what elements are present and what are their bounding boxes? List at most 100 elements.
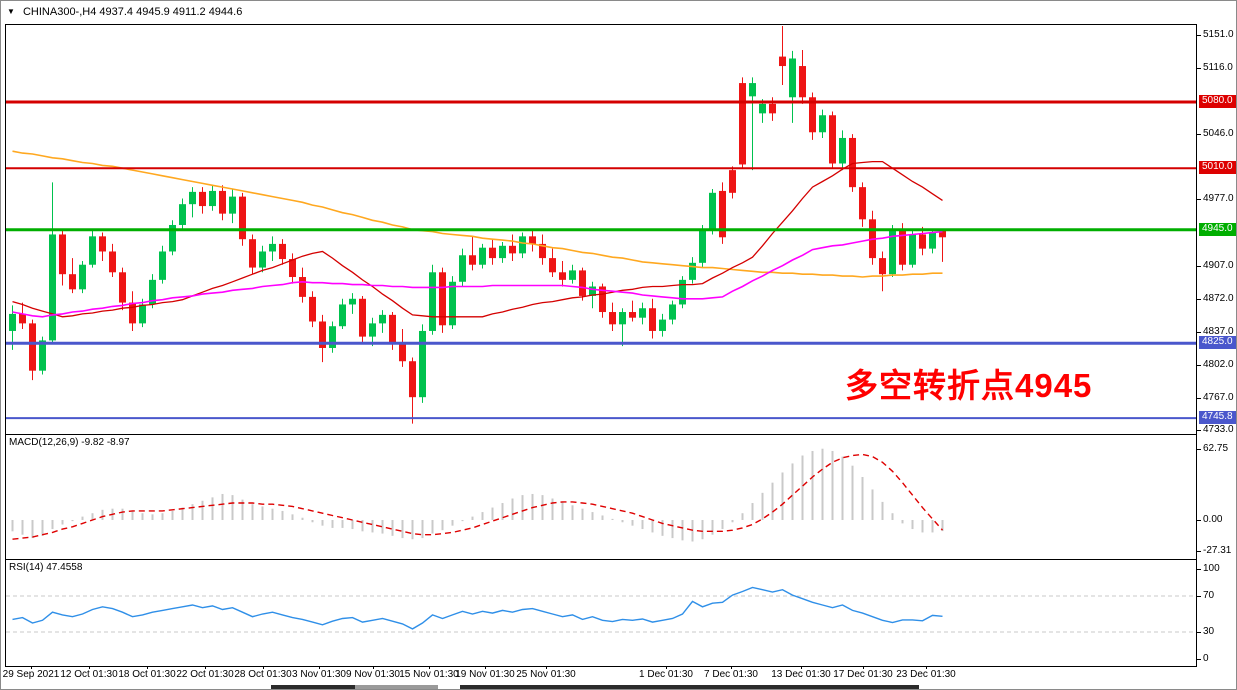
price-axis-label: 4802.0 [1203,359,1234,370]
axis-tick [1197,298,1201,300]
candle-body [769,103,776,114]
candle-body [779,56,786,67]
time-axis-tick [373,666,374,669]
main-pane [9,26,946,424]
time-axis-label: 22 Oct 01:30 [176,669,234,680]
candle-body [389,314,396,345]
candle-body [729,170,736,193]
price-badge-5080.0: 5080.0 [1199,95,1236,108]
time-axis-tick [546,666,547,669]
candle-body [749,83,756,97]
candle-body [209,190,216,207]
candle-body [119,272,126,303]
price-axis: 5151.0 5116.0 5046.0 4977.0 4907.0 4872.0 4837… [1197,1,1236,689]
candle-body [899,229,906,265]
candle-body [599,286,606,313]
axis-tick [1197,199,1201,201]
axis-tick [1197,632,1201,633]
symbol-dropdown-icon[interactable]: ▼ [7,7,15,16]
candle-body [649,308,656,331]
price-axis-label: 5046.0 [1203,128,1234,140]
candle-body [699,230,706,263]
ma-magenta-line [12,230,943,318]
axis-tick [1197,365,1201,366]
axis-tick [1197,520,1201,521]
candle-body [529,236,536,244]
candle-body [719,190,726,238]
candle-body [469,255,476,265]
candle-body [9,313,16,331]
candle-body [499,245,506,259]
price-badge-5010.0: 5010.0 [1199,161,1236,175]
candle-body [639,308,646,318]
candle-body [659,319,666,331]
price-axis-label: 4977.0 [1203,193,1234,205]
axis-tick [1197,34,1201,36]
candle-body [509,245,516,254]
rsi-axis-label: 30 [1203,626,1215,637]
taskbar-strip [355,685,438,689]
candle-body [369,323,376,337]
candle-body [799,66,806,98]
time-axis-tick [485,666,486,669]
candle-body [219,190,226,214]
candle-body [559,272,566,280]
axis-tick [1197,659,1201,660]
candle-body [99,236,106,252]
candle-body [269,243,276,252]
chart-title: ▼ CHINA300-,H4 4937.4 4945.9 4911.2 4944… [7,6,242,18]
ma-orange-line [12,150,943,278]
candle-body [29,323,36,371]
candle-body [669,304,676,320]
candle-body [739,83,746,165]
time-axis-tick [926,666,927,669]
candle-body [629,312,636,318]
chart-frame [5,24,1197,667]
candle-body [489,247,496,259]
candle-body [689,262,696,280]
candle-body [829,115,836,164]
candle-body [929,232,936,249]
symbol-timeframe-label: CHINA300-,H4 [22,6,97,18]
time-axis-label: 18 Oct 01:30 [118,669,176,680]
time-axis-tick [731,666,732,669]
candle-body [349,298,356,305]
time-axis-label: 9 Nov 01:30 [346,669,400,680]
macd-axis-label: 0.00 [1203,514,1223,525]
time-axis-tick [147,666,148,669]
candle-body [19,313,26,324]
macd-indicator-label: MACD(12,26,9) -9.82 -8.97 [9,437,130,448]
axis-tick [1197,430,1201,432]
candle-body [589,286,596,296]
macd-pane [11,448,944,542]
price-badge-4825.0: 4825.0 [1199,336,1236,350]
candle-body [359,298,366,337]
candle-body [439,272,446,326]
axis-tick [1197,550,1201,552]
time-axis-label: 1 Dec 01:30 [639,669,693,680]
price-axis-label: 4837.0 [1203,325,1234,337]
candle-body [789,58,796,98]
candle-body [539,243,546,259]
axis-tick [1197,331,1201,333]
candle-body [69,274,76,290]
rsi-pane [6,586,1196,633]
candle-body [379,314,386,324]
candle-body [809,97,816,133]
candle-body [89,236,96,265]
rsi-axis-label: 70 [1203,590,1215,601]
candle-body [259,251,266,268]
candle-body [149,279,156,305]
candle-body [159,251,166,280]
candle-body [329,326,336,348]
axis-tick [1197,448,1201,450]
price-axis-label: 5151.0 [1203,28,1234,40]
macd-axis-label: -27.31 [1203,544,1232,556]
ma-red-line [12,160,943,318]
price-axis-label: 4767.0 [1203,392,1234,404]
annotation-text: 多空转折点4945 [845,367,1093,404]
candle-body [859,187,866,220]
candle-body [199,191,206,207]
rsi-axis-label: 100 [1203,563,1220,574]
